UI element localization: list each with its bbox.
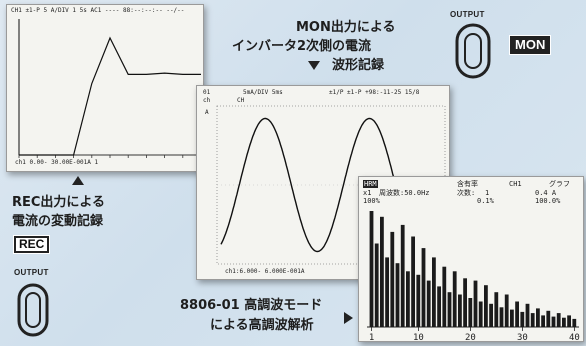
harmonic-bar [406, 271, 410, 327]
harmonic-bar [489, 303, 493, 327]
harmonic-bar [463, 278, 467, 327]
harmonic-bar [400, 224, 405, 327]
screen2-sub-left: ch [203, 97, 211, 104]
harmonic-bar [421, 248, 426, 327]
screen2-footer: ch1:6.000- 6.000E-001A [225, 268, 305, 275]
harmonic-bar [416, 274, 421, 327]
harmonic-bar [556, 313, 561, 327]
harmonic-bar [452, 271, 457, 327]
harmonic-bar [447, 292, 452, 327]
harmonic-bar [562, 317, 566, 327]
harmonic-bar [437, 286, 441, 327]
harmonic-bar [369, 211, 374, 327]
mon-output-label: OUTPUT [450, 10, 485, 19]
harmonic-bar [442, 266, 447, 327]
harmonic-bar [390, 231, 395, 327]
rec-output-label: OUTPUT [14, 268, 49, 277]
harmonic-bar [426, 280, 431, 327]
harmonic-bar [478, 301, 483, 327]
screen3-pct-right: 100.0% [535, 197, 561, 205]
harmonic-bar [504, 294, 509, 327]
screen2-header-mid: 5mA/DIV 5ms [243, 89, 283, 96]
mon-caption-line-3: 波形記録 [332, 58, 385, 73]
harmonic-bar [525, 303, 530, 327]
harmonic-bar [567, 315, 571, 327]
harmonic-bar [572, 318, 577, 327]
harmonic-x-tick-label: 10 [413, 333, 424, 342]
rec-caption-line-1: REC出力による [12, 195, 106, 210]
screen3-order-value: 1 [485, 189, 490, 197]
harmonic-bar [551, 316, 556, 327]
harmonic-x-tick-label: 40 [569, 333, 580, 342]
harmonic-bar [458, 294, 462, 327]
screen3-graph-label: グラフ [549, 180, 570, 188]
rec-trend-plot [18, 19, 202, 158]
mon-badge: MON [508, 34, 552, 56]
harmonic-bar [520, 311, 525, 327]
harmonic-x-tick-label: 1 [369, 333, 374, 342]
harmonic-bar [468, 298, 473, 327]
screen3-scale-left: 100% [363, 197, 380, 205]
rec-trend-line [19, 36, 201, 156]
harmonic-bar [546, 310, 551, 327]
harmonic-bar [385, 257, 389, 327]
harmonic-bar [411, 236, 415, 327]
harmonic-bar [515, 301, 519, 327]
harmonic-bar [541, 315, 545, 327]
hrm-caption-line-1: 8806-01 高調波モード [180, 298, 323, 313]
harmonic-bar [494, 292, 499, 327]
screen1-footer: ch1 0.00- 30.00E-001A 1 [15, 159, 99, 166]
down-triangle-icon [308, 61, 320, 70]
screen3-content-label: 含有率 [457, 180, 478, 188]
screen2-header-left: 01 [203, 89, 211, 96]
harmonic-bar [395, 263, 400, 327]
screen2-header-right: ±1/P ±1-P +98:-11-25 15/8 [329, 89, 420, 96]
screen3-channel: CH1 [509, 180, 522, 188]
rec-trend-screen: CH1 ±1-P 5 A/DIV 1 5s AC1 ---- 88:--:--:… [6, 4, 204, 172]
screen3-current-value: 0.4 A [535, 189, 557, 197]
output-connector-icon [17, 283, 49, 337]
harmonic-bar-chart: 1 10 20 30 40 [367, 211, 580, 342]
up-triangle-icon [72, 176, 84, 185]
screen2-sub-mid: CH [237, 97, 245, 104]
harmonic-bar [380, 216, 384, 327]
harmonic-bar [374, 243, 379, 327]
rec-badge: REC [12, 234, 51, 255]
harmonic-screen: HRM 含有率 CH1 グラフ x1 周波数:50.0Hz 次数: 1 0.4 … [358, 176, 584, 342]
harmonic-bar [499, 307, 504, 327]
mon-caption-line-2: インバータ2次側の電流 [232, 39, 372, 54]
harmonic-x-tick-label: 30 [517, 333, 528, 342]
harmonic-bar [530, 313, 535, 327]
screen3-fund-label: 周波数:50.0Hz [379, 189, 430, 197]
harmonic-bar [510, 309, 514, 327]
output-connector-icon [455, 23, 491, 79]
harmonic-x-tick-label: 20 [465, 333, 476, 342]
screen3-title-chip: HRM [363, 180, 378, 188]
harmonic-bar [536, 308, 540, 327]
right-triangle-icon [344, 312, 353, 324]
harmonic-bar [473, 280, 478, 327]
screen3-order-label: 次数: [457, 189, 476, 197]
screen1-header: CH1 ±1-P 5 A/DIV 1 5s AC1 ---- 88:--:--:… [11, 7, 185, 14]
mon-caption-line-1: MON出力による [296, 20, 396, 35]
screen2-side-marker: A [205, 109, 209, 116]
harmonic-bar [432, 257, 436, 327]
hrm-caption-line-2: による高調波解析 [210, 318, 314, 333]
screen3-x1-label: x1 [363, 189, 372, 197]
screen3-pct-left: 0.1% [477, 197, 494, 205]
harmonic-bar [484, 285, 488, 327]
rec-caption-line-2: 電流の変動記録 [12, 214, 104, 229]
